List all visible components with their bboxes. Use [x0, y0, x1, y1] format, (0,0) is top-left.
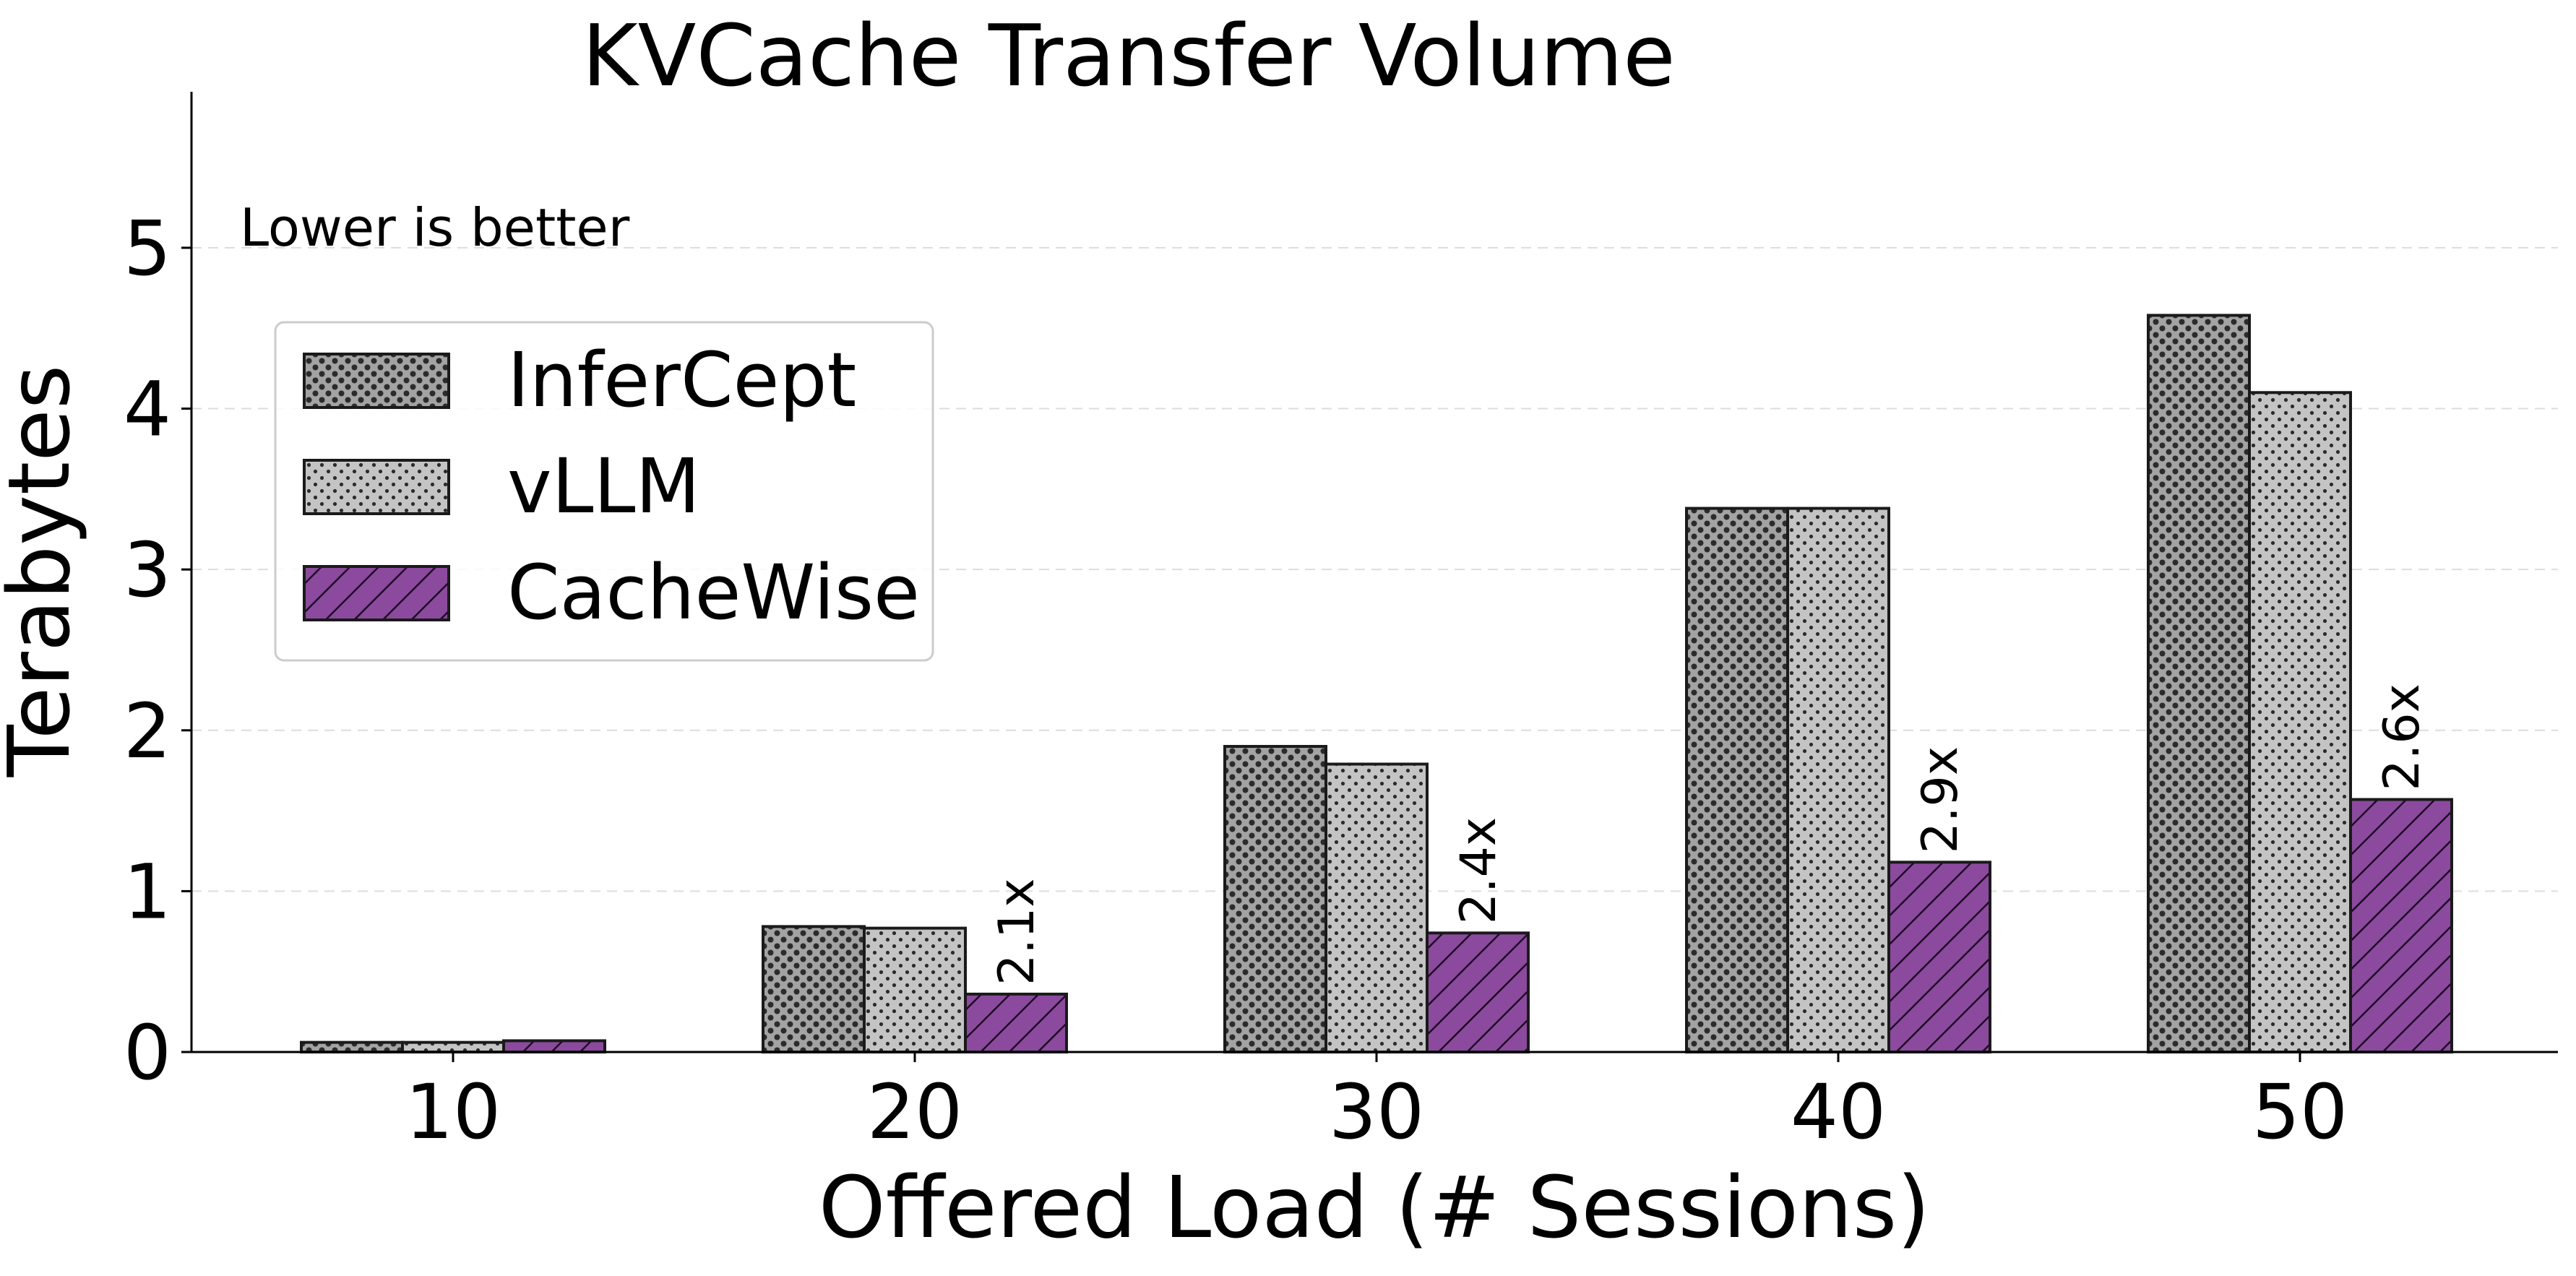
bar-vllm-30 [1324, 762, 1429, 1053]
bar-infercept-40 [1685, 506, 1789, 1053]
y-tick-label: 3 [124, 526, 171, 614]
legend: InferCept vLLM CacheWise [274, 321, 934, 662]
x-axis-label: Offered Load (# Sessions) [819, 1158, 1930, 1257]
x-tick-label: 50 [2252, 1068, 2348, 1156]
bar-infercept-20 [762, 925, 866, 1053]
bar-vllm-40 [1786, 506, 1890, 1053]
bar-vllm-20 [863, 926, 967, 1053]
y-axis-label: Terabytes [0, 365, 89, 778]
legend-label: CacheWise [507, 548, 920, 637]
legend-swatch-vllm [303, 459, 450, 515]
bar-ratio-label: 2.9x [1912, 746, 1969, 853]
y-tick-label: 0 [124, 1009, 171, 1097]
x-tick-label: 10 [405, 1068, 501, 1156]
legend-swatch-cachewise [303, 565, 450, 621]
x-tick-label: 40 [1791, 1068, 1886, 1156]
y-tick-label: 1 [124, 848, 171, 936]
bar-ratio-label: 2.1x [988, 878, 1046, 985]
x-tick-label: 30 [1329, 1068, 1424, 1156]
bar-cachewise-10 [502, 1039, 606, 1054]
legend-swatch-infercept [303, 353, 450, 409]
bar-ratio-label: 2.6x [2374, 684, 2431, 790]
bar-cachewise-50 [2349, 798, 2453, 1053]
x-tick-label: 20 [867, 1068, 962, 1156]
x-tick-labels: 10 20 30 40 50 [405, 1052, 2348, 1156]
bar-cachewise-40 [1887, 861, 1991, 1053]
y-tick-label: 5 [124, 204, 171, 293]
bar-vllm-50 [2248, 391, 2352, 1053]
y-tick-label: 2 [124, 687, 171, 775]
bar-vllm-10 [401, 1040, 505, 1053]
chart-title: KVCache Transfer Volume [582, 6, 1675, 105]
bar-cachewise-30 [1426, 931, 1530, 1054]
bar-cachewise-20 [964, 992, 1068, 1053]
y-tick-label: 4 [124, 366, 171, 454]
bar-infercept-50 [2147, 314, 2251, 1053]
y-tick-labels: 0 1 2 3 4 5 [124, 204, 191, 1097]
bar-ratio-label: 2.4x [1450, 817, 1507, 924]
bar-infercept-30 [1223, 745, 1327, 1053]
lower-is-better-annotation: Lower is better [240, 197, 630, 258]
bars [300, 314, 2453, 1054]
bar-ratio-labels: 2.1x 2.4x 2.9x 2.6x [988, 684, 2431, 986]
legend-label: vLLM [507, 442, 700, 530]
bar-infercept-10 [300, 1040, 404, 1053]
legend-label: InferCept [507, 336, 856, 424]
